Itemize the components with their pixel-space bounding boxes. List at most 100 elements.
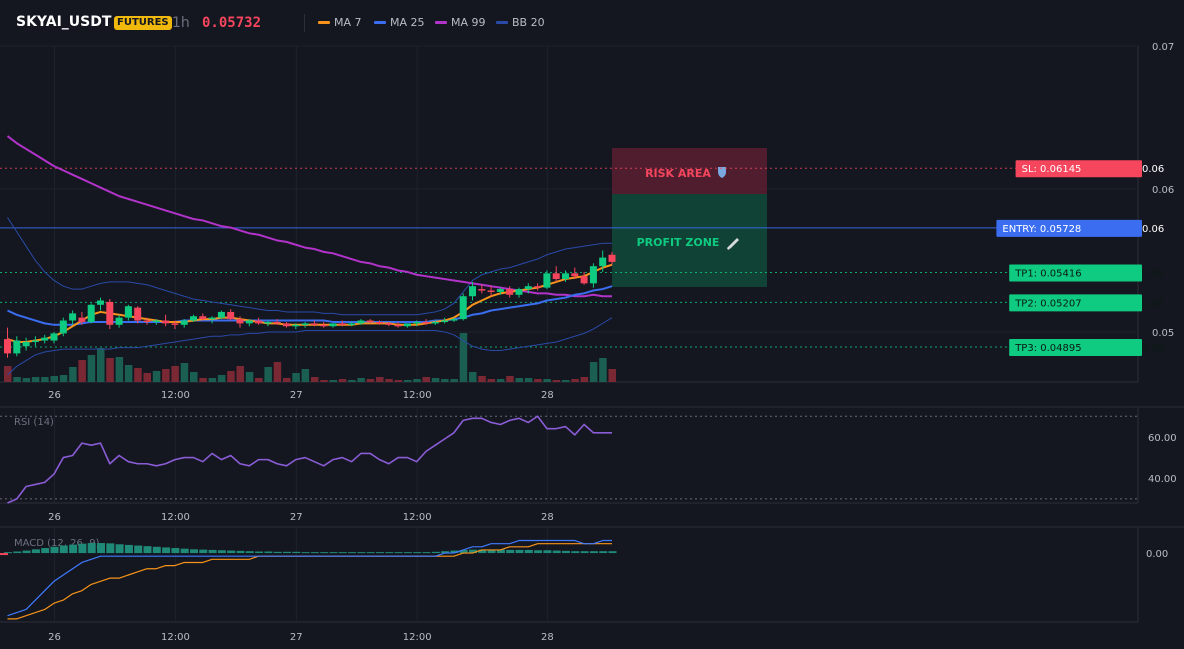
ma99-swatch [435,21,447,24]
macd-hist-bar [255,551,264,554]
level-tags: SL: 0.06145 0.06 ENTRY: 0.05728 0.06 TP1: 0.… [996,160,1164,356]
volume-bar [385,379,393,382]
candle-body [283,323,290,327]
macd-hist-bar [608,551,617,554]
volume-bar [41,377,49,382]
candle-body [134,307,142,321]
volume-bar [227,371,235,382]
time-tick-label: 27 [290,390,303,401]
macd-hist-bar [13,551,22,554]
candle-body [376,321,383,324]
header-divider [304,14,305,32]
macd-hist-bar [190,549,198,554]
candle-body [59,320,67,334]
candle-body [115,317,123,325]
time-tick-label: 12:00 [403,632,432,643]
candle-body [348,323,356,325]
rsi-pane: RSI (14) 60.00 40.00 [0,415,1177,504]
volume-bar [124,365,133,382]
trade-zones: RISK AREA PROFIT ZONE [612,148,767,287]
macd-hist-bar [124,544,133,554]
candle-body [422,321,430,324]
grid-lines [0,45,1138,622]
macd-hist-bar [171,548,180,554]
candle-body [413,321,421,324]
macd-hist-bar-neg [0,553,8,556]
macd-hist-bar [413,552,422,554]
time-tick-label: 28 [541,632,554,643]
volume-bar [180,363,189,382]
volume-bar [459,333,468,382]
macd-hist-bar [543,550,552,554]
macd-hist-bar [552,550,561,554]
symbol-title[interactable]: SKYAI_USDT [16,14,112,30]
price-tick-label: 0.07 [1152,42,1174,53]
macd-hist-bar [31,549,40,554]
candle-body [515,289,523,295]
price-tick-label: 0.05 [1152,328,1174,339]
risk-area-zone [612,148,767,194]
volume-bar [403,380,412,382]
macd-hist-bar [394,552,403,554]
macd-hist-bar [422,552,431,554]
volume-bar [562,380,570,382]
macd-hist-bar [292,551,301,554]
macd-hist-bar [152,546,161,554]
macd-title: MACD (12, 26, 9) [14,538,100,549]
candle-body [524,286,532,290]
candle-body [190,316,197,321]
time-tick-label: 12:00 [161,632,190,643]
legend-ma25[interactable]: MA 25 [374,16,425,29]
time-axes: 26 12:00 27 12:00 28 26 12:00 27 12:00 28 26 12:00 2… [48,390,554,643]
price-axis[interactable]: 0.07 0.06 0.05 [1152,42,1174,339]
candle-body [97,300,104,305]
legend-ma7[interactable]: MA 7 [318,16,362,29]
macd-hist-bar [496,549,505,554]
macd-hist-bar [431,551,440,554]
candle-body [394,324,402,327]
volume-bar [78,360,86,382]
volume-bar [450,379,458,382]
macd-hist-bar [106,543,115,554]
volume-bar [22,378,31,382]
volume-bar [217,375,226,382]
legend-ma99[interactable]: MA 99 [435,16,486,29]
candle-body [580,276,588,284]
volume-bar [106,358,114,382]
time-tick-label: 28 [541,512,554,523]
candle-body [171,323,179,325]
trade-levels [0,167,1138,348]
volume-bar [69,367,77,382]
volume-bar [50,376,58,382]
timeframe-selector[interactable]: 1h [172,15,190,31]
macd-hist-bar [348,552,357,554]
macd-hist-bar [87,543,96,554]
macd-hist-bar [134,545,143,554]
macd-pane: MACD (12, 26, 9) 0.00 [0,538,1168,620]
level-tag: TP3: 0.04895 0.05 [1009,338,1164,356]
volume-bar [348,380,356,382]
level-tag-axis: 0.05 [1142,343,1164,354]
legend-bb20[interactable]: BB 20 [496,16,545,29]
macd-hist-bar [273,551,282,554]
last-price: 0.05732 [202,15,262,31]
profit-zone-label: PROFIT ZONE [637,236,720,249]
volume-bar [534,379,542,382]
volume-bar [162,369,170,382]
macd-signal-line [7,543,612,620]
macd-hist-bar [478,549,487,554]
volume-bar [478,376,486,382]
legend-ma7-label: MA 7 [334,16,362,29]
level-tag-bg [996,219,1142,237]
candle-body [487,290,495,292]
macd-hist-bar [143,546,152,554]
candle-body [217,311,225,318]
macd-hist-bar [78,543,87,554]
time-tick-label: 27 [290,632,303,643]
candle-body [469,286,476,297]
macd-hist-bar [599,551,608,554]
volume-bar [97,348,105,382]
macd-hist-bar [208,549,217,554]
rsi-title: RSI (14) [14,417,54,428]
